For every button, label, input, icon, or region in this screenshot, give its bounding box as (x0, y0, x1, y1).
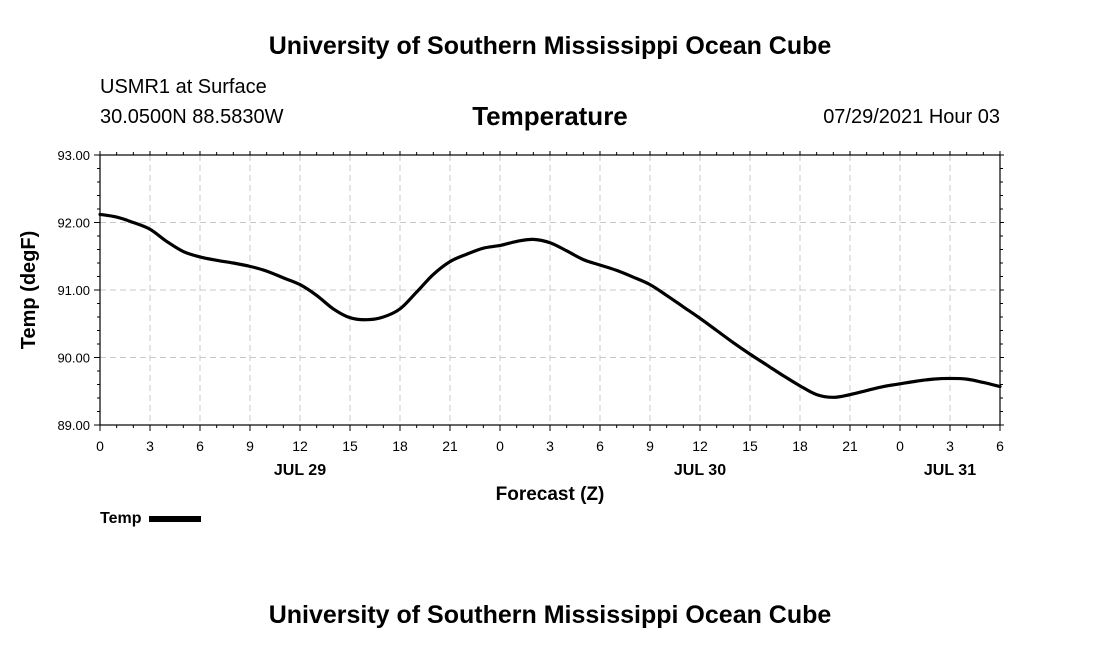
x-tick-label: 9 (246, 438, 254, 454)
y-tick-label: 90.00 (57, 351, 90, 366)
grid (100, 155, 1000, 425)
series-line-temp (98, 212, 1002, 399)
x-tick-label: 0 (96, 438, 104, 454)
x-tick-label: 18 (792, 438, 808, 454)
x-tick-label: 15 (342, 438, 358, 454)
x-tick-label: 6 (596, 438, 604, 454)
x-axis-label: Forecast (Z) (496, 484, 605, 505)
x-tick-label: 6 (996, 438, 1004, 454)
legend-label: Temp (100, 510, 142, 527)
x-tick-label: 12 (292, 438, 308, 454)
y-tick-label: 89.00 (57, 418, 90, 433)
x-tick-label: 3 (546, 438, 554, 454)
x-tick-label: 3 (946, 438, 954, 454)
legend: Temp (100, 510, 202, 528)
x-tick-label: 6 (196, 438, 204, 454)
x-tick-label: 18 (392, 438, 408, 454)
y-tick-label: 91.00 (57, 283, 90, 298)
axes (94, 151, 1004, 431)
date-label: JUL 30 (674, 462, 726, 479)
footer-title: University of Southern Mississippi Ocean… (268, 601, 832, 629)
chart-title: University of Southern Mississippi Ocean… (268, 32, 832, 60)
x-tick-label: 21 (842, 438, 858, 454)
forecast-datetime: 07/29/2021 Hour 03 (823, 106, 1000, 128)
x-tick-label: 0 (496, 438, 504, 454)
x-tick-label: 9 (646, 438, 654, 454)
x-tick-label: 15 (742, 438, 758, 454)
y-tick-label: 92.00 (57, 216, 90, 231)
y-tick-label: 93.00 (57, 148, 90, 163)
x-tick-label: 3 (146, 438, 154, 454)
coordinates-label: 30.0500N 88.5830W (100, 106, 284, 128)
axis-labels: 0 3 6 9 12 15 18 21 0 3 6 9 12 15 18 21 0 3 6 89.00 90.00 91.… (18, 148, 1004, 505)
station-label: USMR1 at Surface (100, 76, 267, 98)
date-label: JUL 31 (924, 462, 976, 479)
legend-swatch-temp (149, 516, 202, 522)
chart-subtitle: Temperature (472, 101, 628, 131)
series (98, 212, 1002, 399)
x-tick-label: 21 (442, 438, 458, 454)
y-axis-label: Temp (degF) (18, 231, 40, 350)
date-label: JUL 29 (274, 462, 326, 479)
x-tick-label: 12 (692, 438, 708, 454)
x-tick-label: 0 (896, 438, 904, 454)
